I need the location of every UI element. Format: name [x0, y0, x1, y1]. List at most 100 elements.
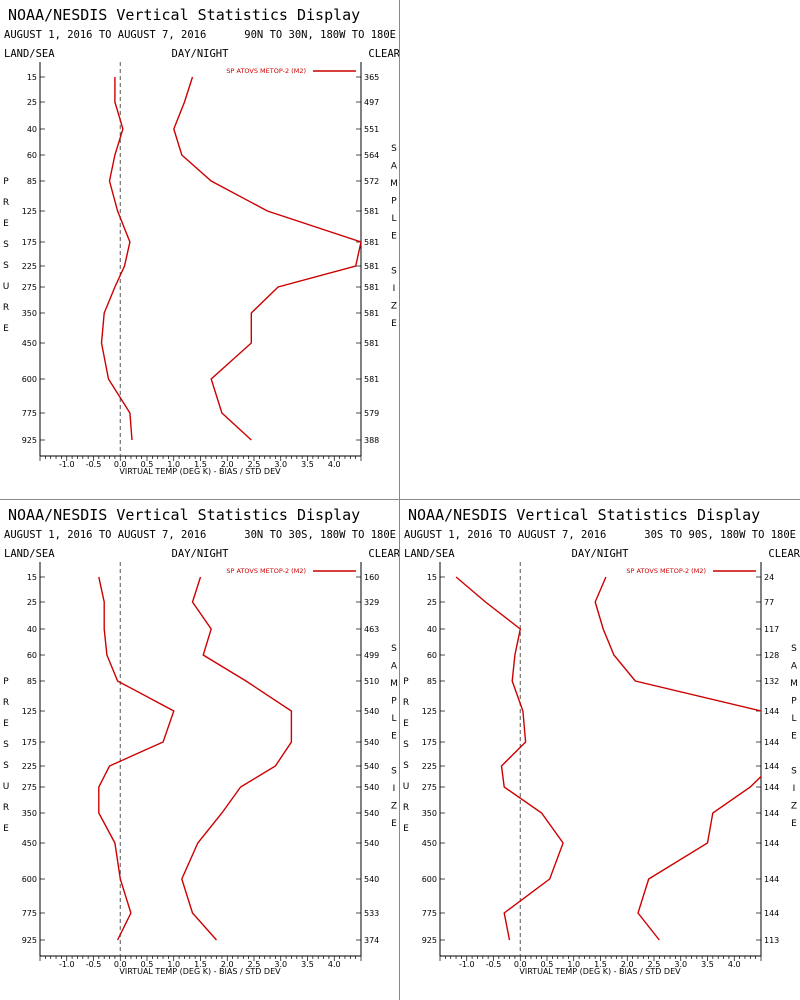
pressure-level-label: 85	[27, 177, 37, 186]
x-tick-label: 4.0	[728, 960, 741, 969]
y-axis-label-letter: R	[3, 303, 9, 313]
legend-label: SP ATOVS METOP-2 (M2)	[226, 567, 306, 575]
y2-axis-label-letter: S	[391, 767, 397, 777]
sample-size-label: 24	[764, 573, 774, 582]
y2-axis-label-letter: E	[791, 732, 797, 742]
land-sea-label: LAND/SEA	[4, 48, 55, 60]
y2-axis-label-letter: M	[390, 179, 398, 189]
region-label: 30S TO 90S, 180W TO 180E	[644, 529, 796, 541]
sample-size-label: 497	[364, 98, 379, 107]
sample-size-label: 144	[764, 762, 779, 771]
pressure-level-label: 925	[422, 936, 437, 945]
sample-size-label: 540	[364, 783, 379, 792]
pressure-level-label: 25	[427, 598, 437, 607]
x-tick-label: 3.5	[301, 960, 314, 969]
legend-label: SP ATOVS METOP-2 (M2)	[626, 567, 706, 575]
sample-size-label: 581	[364, 262, 379, 271]
pressure-level-label: 15	[27, 73, 37, 82]
y-axis-label-letter: S	[403, 740, 409, 750]
chart-title: NOAA/NESDIS Vertical Statistics Display	[8, 6, 360, 24]
clear-label: CLEAR	[368, 48, 400, 60]
pressure-level-label: 85	[27, 677, 37, 686]
x-tick-label: 0.5	[141, 460, 154, 469]
series-line-std-dev	[594, 576, 761, 941]
vertical-stats-chart: NOAA/NESDIS Vertical Statistics Display A…	[403, 506, 800, 976]
sample-size-label: 581	[364, 207, 379, 216]
pressure-level-label: 125	[22, 207, 37, 216]
day-night-label: DAY/NIGHT	[172, 48, 230, 60]
y2-axis-label-letter: I	[393, 784, 396, 794]
y-axis-label-letter: E	[3, 824, 9, 834]
x-tick-label: 1.0	[567, 960, 580, 969]
chart-panel-north: NOAA/NESDIS Vertical Statistics Display A…	[0, 0, 400, 500]
y2-axis-label-letter: A	[391, 162, 398, 172]
sample-size-label: 144	[764, 909, 779, 918]
y2-axis-label-letter: L	[791, 714, 796, 724]
pressure-level-label: 275	[422, 783, 437, 792]
date-range: AUGUST 1, 2016 TO AUGUST 7, 2016	[4, 529, 206, 541]
x-tick-label: 0.5	[141, 960, 154, 969]
x-tick-label: -1.0	[459, 960, 475, 969]
sample-size-label: 144	[764, 783, 779, 792]
series-line-bias	[98, 576, 175, 941]
pressure-level-label: 125	[422, 707, 437, 716]
x-tick-label: 4.0	[328, 460, 341, 469]
x-tick-label: 1.5	[194, 960, 207, 969]
sample-size-label: 144	[764, 738, 779, 747]
sample-size-label: 579	[364, 409, 379, 418]
y-axis-label-letter: R	[3, 803, 9, 813]
sample-size-label: 581	[364, 375, 379, 384]
pressure-level-label: 40	[427, 625, 437, 634]
sample-size-label: 572	[364, 177, 379, 186]
y2-axis-label-letter: S	[391, 144, 397, 154]
x-tick-label: 0.0	[114, 960, 127, 969]
x-tick-label: 3.5	[301, 460, 314, 469]
y-axis-label-letter: S	[3, 761, 9, 771]
sample-size-label: 374	[364, 936, 379, 945]
sample-size-label: 533	[364, 909, 379, 918]
sample-size-label: 128	[764, 651, 779, 660]
x-tick-label: 1.0	[167, 960, 180, 969]
pressure-level-label: 600	[22, 375, 37, 384]
chart-panel-south: NOAA/NESDIS Vertical Statistics Display A…	[400, 500, 800, 1000]
sample-size-label: 540	[364, 738, 379, 747]
x-tick-label: 3.5	[701, 960, 714, 969]
vertical-stats-chart: NOAA/NESDIS Vertical Statistics Display A…	[3, 506, 400, 976]
y2-axis-label-letter: M	[390, 679, 398, 689]
x-tick-label: 3.0	[674, 960, 687, 969]
pressure-level-label: 60	[27, 651, 37, 660]
pressure-level-label: 85	[427, 677, 437, 686]
x-tick-label: 2.5	[248, 960, 261, 969]
date-range: AUGUST 1, 2016 TO AUGUST 7, 2016	[404, 529, 606, 541]
x-tick-label: -0.5	[86, 960, 102, 969]
sample-size-label: 551	[364, 125, 379, 134]
y-axis-label-letter: S	[3, 240, 9, 250]
chart-panel-tropics: NOAA/NESDIS Vertical Statistics Display A…	[0, 500, 400, 1000]
sample-size-label: 160	[364, 573, 379, 582]
sample-size-label: 463	[364, 625, 379, 634]
sample-size-label: 540	[364, 707, 379, 716]
vertical-stats-chart: NOAA/NESDIS Vertical Statistics Display A…	[3, 6, 400, 476]
y2-axis-label-letter: Z	[391, 802, 397, 812]
sample-size-label: 564	[364, 151, 379, 160]
y2-axis-label-letter: E	[791, 819, 797, 829]
y2-axis-label-letter: Z	[391, 302, 397, 312]
y-axis-label-letter: R	[3, 698, 9, 708]
sample-size-label: 144	[764, 707, 779, 716]
y2-axis-label-letter: Z	[791, 802, 797, 812]
pressure-level-label: 25	[27, 598, 37, 607]
x-tick-label: -1.0	[59, 460, 75, 469]
y-axis-label-letter: U	[3, 782, 10, 792]
pressure-level-label: 60	[427, 651, 437, 660]
sample-size-label: 117	[764, 625, 779, 634]
y-axis-label-letter: U	[3, 282, 10, 292]
sample-size-label: 329	[364, 598, 379, 607]
x-tick-label: 2.0	[221, 960, 234, 969]
pressure-level-label: 15	[27, 573, 37, 582]
y-axis-label-letter: R	[403, 698, 409, 708]
pressure-level-label: 775	[422, 909, 437, 918]
y2-axis-label-letter: E	[391, 819, 397, 829]
sample-size-label: 388	[364, 436, 379, 445]
pressure-level-label: 350	[22, 309, 37, 318]
sample-size-label: 144	[764, 809, 779, 818]
